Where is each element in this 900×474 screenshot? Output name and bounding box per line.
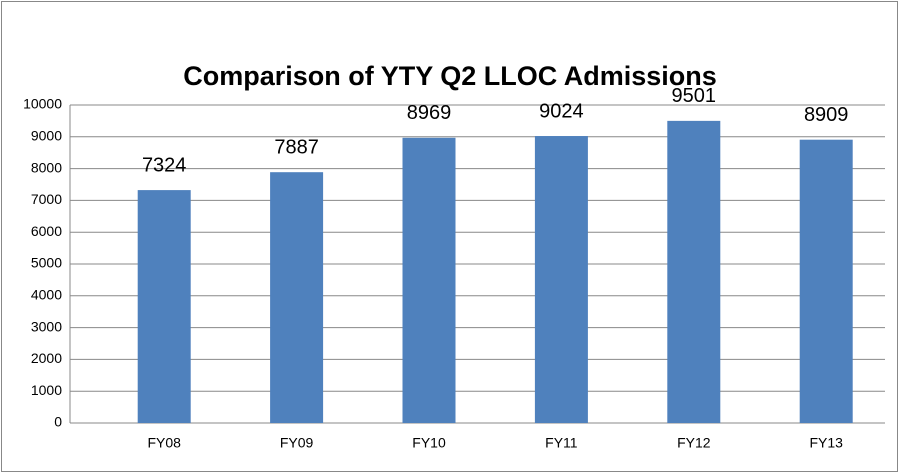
y-tick-label: 6000 <box>31 223 62 239</box>
bar <box>667 120 721 424</box>
bar <box>799 139 853 424</box>
y-tick-label: 7000 <box>31 191 62 207</box>
bar <box>534 136 588 423</box>
data-label: 8969 <box>407 102 452 124</box>
y-tick-label: 2000 <box>31 350 62 366</box>
data-label: 7887 <box>274 136 319 158</box>
data-label: 7324 <box>142 154 187 176</box>
bar <box>270 172 324 423</box>
y-tick-label: 3000 <box>31 318 62 334</box>
x-tick-label: FY12 <box>677 435 711 451</box>
y-tick-label: 8000 <box>31 159 62 175</box>
x-tick-label: FY13 <box>809 435 843 451</box>
bar <box>137 190 191 423</box>
data-label: 9501 <box>672 85 717 107</box>
y-tick-label: 1000 <box>31 382 62 398</box>
y-tick-label: 5000 <box>31 255 62 271</box>
y-tick-label: 10000 <box>23 96 62 112</box>
chart-title: Comparison of YTY Q2 LLOC Admissions <box>183 61 717 91</box>
x-tick-label: FY10 <box>412 435 446 451</box>
data-label: 8909 <box>804 104 849 126</box>
x-tick-label: FY09 <box>280 435 314 451</box>
bar <box>402 137 456 423</box>
x-tick-label: FY08 <box>147 435 181 451</box>
y-tick-label: 4000 <box>31 287 62 303</box>
y-tick-label: 0 <box>54 414 62 430</box>
x-tick-label: FY11 <box>545 435 578 451</box>
y-tick-label: 9000 <box>31 128 62 144</box>
data-label: 9024 <box>539 100 584 122</box>
